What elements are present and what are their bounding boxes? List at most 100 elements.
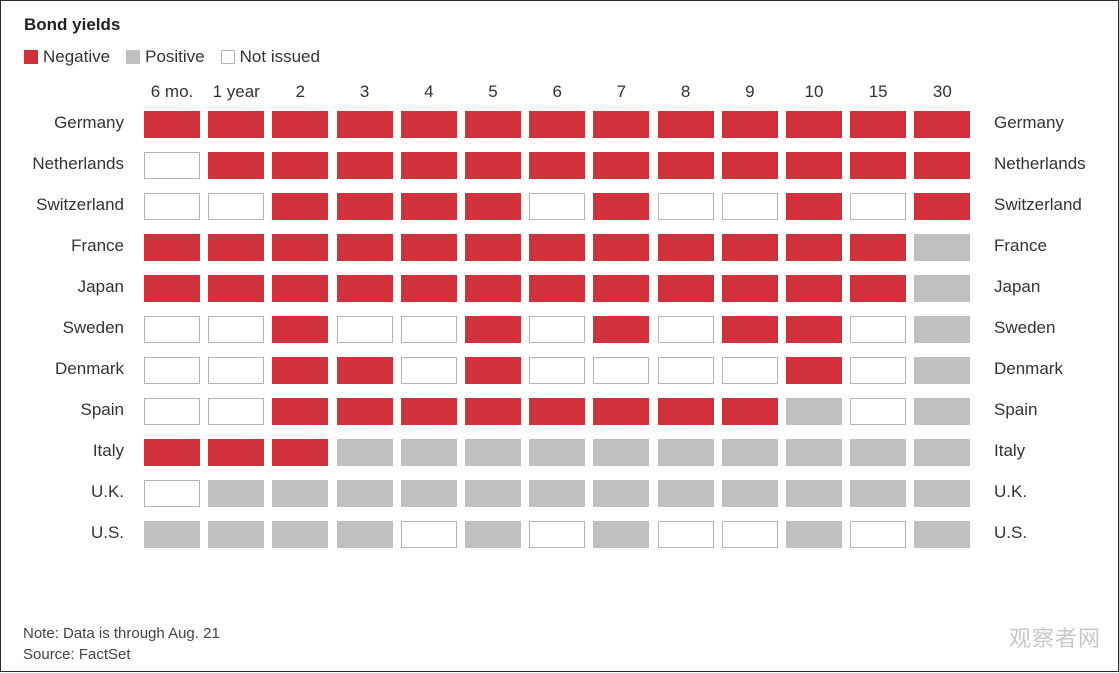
cell-sweden-6-mo	[144, 316, 200, 343]
cell-u-s-2	[272, 521, 329, 548]
cell-france-4	[400, 234, 457, 261]
row-label-japan: Japan	[77, 277, 124, 296]
cell-denmark-30	[914, 357, 971, 384]
row-label-right-netherlands: Netherlands	[994, 154, 1086, 173]
cell-germany-7	[593, 111, 650, 138]
col-label-7: 7	[616, 82, 627, 101]
cell-u-s-5	[465, 521, 521, 548]
cell-u-k-3	[336, 480, 393, 507]
cell-denmark-6	[529, 357, 586, 384]
cell-france-2	[272, 234, 329, 261]
cell-switzerland-10	[786, 193, 842, 220]
cell-spain-30	[914, 398, 971, 425]
col-label-9: 9	[745, 82, 755, 101]
cell-switzerland-8	[657, 193, 714, 220]
cell-sweden-9	[721, 316, 778, 343]
col-label-6: 6	[552, 82, 562, 101]
cell-japan-6-mo	[144, 275, 200, 302]
row-label-right-germany: Germany	[994, 113, 1064, 132]
cell-germany-6-mo	[144, 111, 200, 138]
row-label-italy: Italy	[92, 441, 124, 460]
watermark-logo: 观察者网	[1009, 626, 1102, 651]
cell-sweden-30	[914, 316, 971, 343]
row-label-u-k: U.K.	[90, 482, 124, 501]
row-label-right-u-k: U.K.	[994, 482, 1028, 501]
cell-spain-15	[850, 398, 907, 425]
note-text: Note: Data is through Aug. 21	[23, 625, 220, 642]
row-label-right-switzerland: Switzerland	[994, 195, 1082, 214]
cell-japan-3	[336, 275, 393, 302]
cell-switzerland-6-mo	[144, 193, 200, 220]
cell-denmark-3	[336, 357, 393, 384]
cell-germany-15	[850, 111, 907, 138]
cell-sweden-5	[465, 316, 521, 343]
col-label-15: 15	[868, 82, 888, 101]
row-label-netherlands: Netherlands	[32, 154, 124, 173]
cell-spain-6-mo	[144, 398, 200, 425]
cell-sweden-6	[529, 316, 586, 343]
cell-italy-15	[850, 439, 907, 466]
cell-sweden-1-year	[208, 316, 265, 343]
row-label-u-s: U.S.	[90, 523, 124, 542]
cell-germany-9	[721, 111, 778, 138]
cell-netherlands-4	[400, 152, 457, 179]
cell-spain-3	[336, 398, 393, 425]
cell-netherlands-7	[593, 152, 650, 179]
cell-spain-8	[657, 398, 714, 425]
cell-italy-9	[721, 439, 778, 466]
row-label-right-sweden: Sweden	[994, 318, 1056, 337]
cell-france-9	[721, 234, 778, 261]
cell-france-3	[336, 234, 393, 261]
legend-item-negative: Negative	[24, 47, 110, 67]
cell-france-6-mo	[144, 234, 200, 261]
cell-japan-30	[914, 275, 971, 302]
legend-item-positive: Positive	[126, 47, 205, 67]
cell-u-k-6	[529, 480, 586, 507]
cell-netherlands-10	[786, 152, 842, 179]
cell-japan-9	[721, 275, 778, 302]
cell-u-k-7	[593, 480, 650, 507]
legend-swatch-negative	[24, 50, 38, 64]
legend-item-not-issued: Not issued	[220, 47, 320, 67]
cell-japan-15	[850, 275, 907, 302]
cell-italy-7	[593, 439, 650, 466]
cell-denmark-4	[400, 357, 457, 384]
cell-italy-8	[657, 439, 714, 466]
cell-switzerland-9	[721, 193, 778, 220]
cell-netherlands-6	[529, 152, 586, 179]
legend: Negative Positive Not issued	[24, 47, 336, 67]
cell-germany-3	[336, 111, 393, 138]
cell-germany-8	[657, 111, 714, 138]
row-label-germany: Germany	[54, 113, 124, 132]
cell-spain-6	[529, 398, 586, 425]
cell-switzerland-7	[593, 193, 650, 220]
cell-sweden-2	[272, 316, 329, 343]
cell-japan-6	[529, 275, 586, 302]
source-text: Source: FactSet	[23, 646, 131, 663]
row-label-right-spain: Spain	[994, 400, 1038, 419]
cell-switzerland-30	[914, 193, 971, 220]
cell-switzerland-4	[400, 193, 457, 220]
cell-netherlands-30	[914, 152, 971, 179]
cell-denmark-7	[593, 357, 650, 384]
cell-germany-30	[914, 111, 971, 138]
cell-france-1-year	[208, 234, 265, 261]
row-label-right-italy: Italy	[994, 441, 1026, 460]
cell-spain-4	[400, 398, 457, 425]
row-label-right-u-s: U.S.	[994, 523, 1028, 542]
cell-france-5	[465, 234, 521, 261]
cell-italy-6-mo	[144, 439, 200, 466]
cell-netherlands-1-year	[208, 152, 265, 179]
cell-netherlands-15	[850, 152, 907, 179]
cell-japan-4	[400, 275, 457, 302]
cell-italy-6	[529, 439, 586, 466]
cell-u-s-3	[336, 521, 393, 548]
cell-u-k-10	[786, 480, 842, 507]
cell-france-10	[786, 234, 842, 261]
cell-netherlands-3	[336, 152, 393, 179]
legend-swatch-positive	[126, 50, 141, 64]
col-label-6-mo: 6 mo.	[150, 82, 194, 101]
cell-switzerland-2	[272, 193, 329, 220]
